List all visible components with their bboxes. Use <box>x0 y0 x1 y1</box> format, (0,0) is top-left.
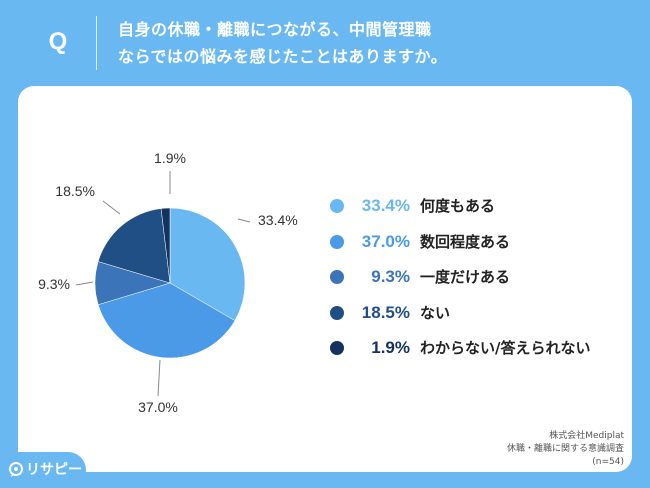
legend-swatch <box>330 234 344 249</box>
brand-name: リサピー <box>26 462 82 478</box>
question-header: Q 自身の休職・離職につながる、中間管理職 ならではの悩みを感じたことはあります… <box>0 0 650 86</box>
speech-bubble-icon <box>9 462 23 477</box>
leader-line <box>157 359 161 397</box>
pie-slice <box>169 207 246 321</box>
chart-legend: 33.4% 何度もある 37.0% 数回程度ある 9.3% 一度だけある 18.5% ない 1.… <box>330 192 630 370</box>
legend-item: 37.0% 数回程度ある <box>330 228 630 264</box>
slice-label: 18.5% <box>55 183 95 199</box>
legend-label: わからない/答えられない <box>420 339 591 357</box>
legend-swatch <box>330 270 344 284</box>
legend-item: 33.4% 何度もある <box>330 192 630 228</box>
leader-line <box>102 200 121 215</box>
source-sample-size: (n=54) <box>592 457 624 467</box>
legend-item: 1.9% わからない/答えられない <box>330 334 630 370</box>
question-line-1: 自身の休職・離職につながる、中間管理職 <box>118 20 432 39</box>
brand-logo: リサピー <box>0 452 86 488</box>
legend-value: 1.9% <box>371 338 410 357</box>
question-marker: Q <box>48 28 68 55</box>
legend-value: 33.4% <box>361 196 410 215</box>
legend-item: 9.3% 一度だけある <box>330 263 630 299</box>
source-company: 株式会社Mediplat <box>549 431 624 441</box>
question-text: 自身の休職・離職につながる、中間管理職 ならではの悩みを感じたことはありますか。 <box>118 16 638 70</box>
pie-slice <box>97 282 236 359</box>
legend-label: 数回程度ある <box>420 232 511 251</box>
legend-value: 9.3% <box>371 267 410 286</box>
legend-value: 18.5% <box>361 302 410 322</box>
legend-label: 何度もある <box>420 197 496 215</box>
legend-value: 37.0% <box>361 231 410 251</box>
pie-slice <box>97 208 171 284</box>
legend-item: 18.5% ない <box>330 299 630 335</box>
source-note: 株式会社Mediplat 休職・離職に関する意識調査 (n=54) <box>507 430 624 469</box>
source-survey: 休職・離職に関する意識調査 <box>506 444 624 454</box>
legend-label: 一度だけある <box>420 268 511 286</box>
slice-label: 33.4% <box>258 212 298 228</box>
question-line-2: ならではの悩みを感じたことはありますか。 <box>118 47 448 66</box>
legend-swatch <box>330 341 344 355</box>
header-divider <box>96 16 97 70</box>
leader-line <box>237 218 251 223</box>
slice-label: 37.0% <box>138 399 178 415</box>
pie-slice <box>160 207 171 284</box>
slice-label: 1.9% <box>154 150 186 166</box>
leader-line <box>75 281 94 286</box>
slice-label: 9.3% <box>38 276 70 292</box>
legend-swatch <box>330 199 344 213</box>
legend-swatch <box>330 305 344 320</box>
legend-label: ない <box>420 303 451 322</box>
